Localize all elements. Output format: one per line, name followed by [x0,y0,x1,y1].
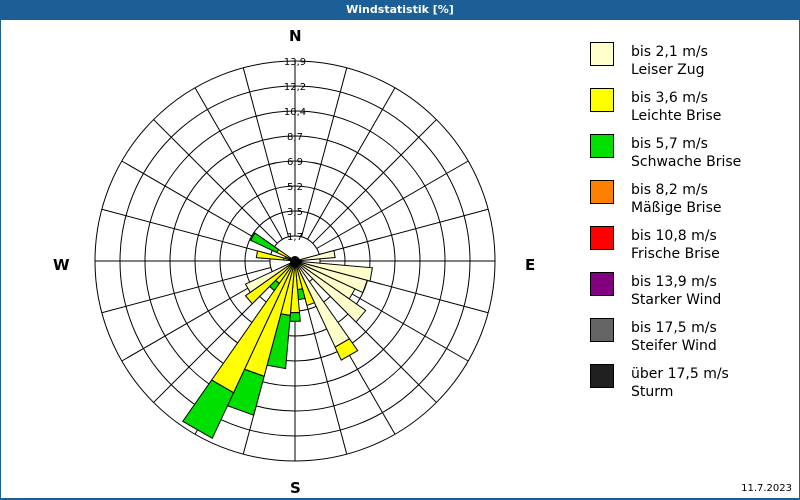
grid-spoke [300,67,348,237]
legend-swatch [590,318,614,342]
legend-name: Steifer Wind [631,338,717,354]
date-stamp: 11.7.2023 [741,483,792,494]
ring-label: 12,2 [284,82,306,93]
grid-spoke [316,160,469,249]
grid-spoke [312,119,437,244]
compass-west: W [53,256,70,274]
grid-spoke [101,266,271,314]
window-title: Windstatistik [%] [0,0,800,20]
legend-range: bis 10,8 m/s [631,228,717,244]
ring-label: 8,7 [287,132,303,143]
legend-swatch [590,42,614,66]
legend-name: Frische Brise [631,246,720,262]
legend-swatch [590,364,614,388]
legend-name: Sturm [631,384,674,400]
ring-label: 10,4 [284,107,306,118]
legend-range: bis 2,1 m/s [631,44,708,60]
grid-spoke [153,119,278,244]
ring-label: 6,9 [287,157,303,168]
legend-swatch [590,88,614,112]
wind-bar-segment [244,260,296,294]
grid-spoke [300,285,348,455]
legend-range: bis 5,7 m/s [631,136,708,152]
wind-bar-segment [334,338,359,361]
grid-spoke [242,67,290,237]
legend-range: bis 3,6 m/s [631,90,708,106]
grid-spoke [194,87,283,240]
ring-label: 13,9 [284,57,306,68]
center-hub [290,256,300,266]
wind-bar-segment [294,260,367,323]
wind-bar-segment [294,249,336,262]
compass-east: E [525,256,536,274]
legend-name: Leichte Brise [631,108,722,124]
ring-label: 1,7 [287,232,303,243]
grid-spoke [101,208,271,256]
legend-range: über 17,5 m/s [631,366,729,382]
legend-name: Leiser Zug [631,62,705,78]
legend-name: Starker Wind [631,292,722,308]
grid-spoke [307,87,396,240]
legend-range: bis 17,5 m/s [631,320,717,336]
legend-swatch [590,226,614,250]
legend-swatch [590,180,614,204]
legend-range: bis 13,9 m/s [631,274,717,290]
ring-label: 5,2 [287,182,303,193]
grid-spoke [319,208,489,256]
compass-north: N [289,27,302,45]
wind-bar-segment [182,379,235,440]
wind-bar-segment [255,250,285,261]
legend-name: Schwache Brise [631,154,742,170]
legend-swatch [590,272,614,296]
legend-swatch [590,134,614,158]
wind-bar-segment [249,232,280,254]
legend-range: bis 8,2 m/s [631,182,708,198]
grid-spoke [121,160,274,249]
wind-bar-segment [289,312,301,322]
ring-label: 3,5 [287,207,303,218]
compass-south: S [290,479,301,497]
legend-name: Mäßige Brise [631,200,722,216]
